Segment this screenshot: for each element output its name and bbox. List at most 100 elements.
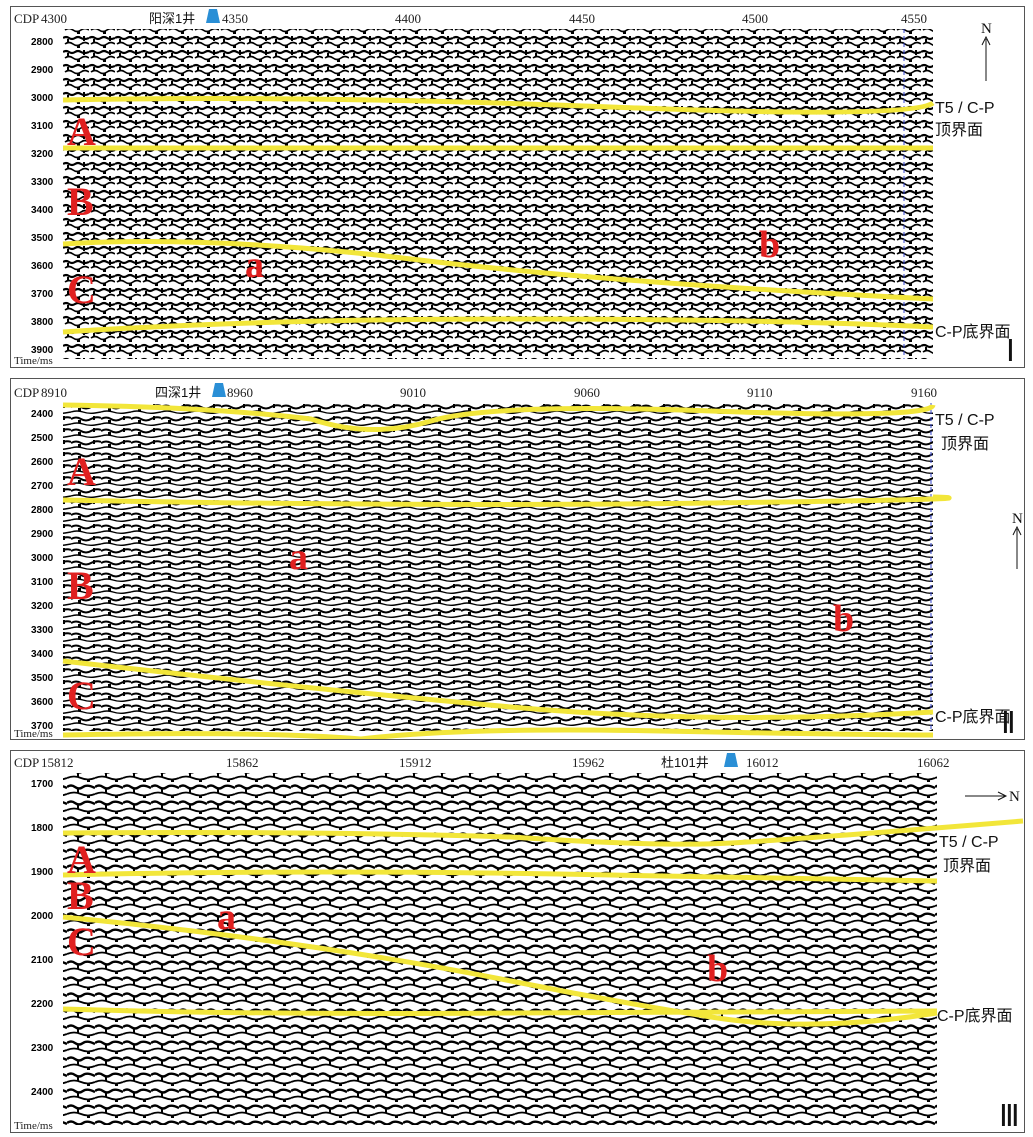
time-tick: 2900 — [31, 65, 54, 76]
cdp-ticks-3: 15812 15862 15912 15962 16012 16062 — [41, 755, 950, 770]
time-tick: 3300 — [31, 625, 54, 636]
cdp-ticks-2: 8910 8960 9010 9060 9110 9160 — [41, 385, 937, 400]
top-horizon-label-1: T5 / C-P — [935, 100, 995, 117]
north-arrow-icon — [965, 791, 1008, 801]
cdp-tick: 4350 — [222, 11, 248, 26]
horizon-ab-3 — [62, 869, 938, 884]
time-tick: 3200 — [31, 601, 54, 612]
marker-a: a — [217, 896, 236, 938]
panel-3-svg: CDP 15812 15862 15912 15962 16012 16062 … — [14, 753, 1024, 1132]
time-tick: 3600 — [31, 697, 54, 708]
time-tick: 3800 — [31, 317, 54, 328]
cdp-tick: 4500 — [742, 11, 768, 26]
unit-label-b: B — [67, 873, 94, 918]
seismic-section-3 — [63, 773, 937, 1125]
top-horizon-3 — [62, 818, 1024, 847]
time-tick: 2900 — [31, 529, 54, 540]
time-tick: 3100 — [31, 577, 54, 588]
well-label-1: 阳深1井 — [149, 11, 195, 26]
panel-number-3: Ⅲ — [999, 1100, 1020, 1132]
time-axis-label-3: Time/ms — [14, 1120, 53, 1132]
time-tick: 3200 — [31, 149, 54, 160]
unit-label-c: C — [67, 267, 96, 312]
time-tick: 2100 — [31, 955, 54, 966]
time-tick: 3500 — [31, 233, 54, 244]
bottom-horizon-label-2: C-P底界面 — [935, 708, 1011, 726]
unit-label-a: A — [67, 449, 96, 494]
unit-label-a: A — [67, 109, 96, 154]
cdp-tick: 4450 — [569, 11, 595, 26]
cdp-tick: 15862 — [226, 755, 259, 770]
cdp-label-2: CDP — [14, 385, 39, 400]
time-ticks-1: 2800 2900 3000 3100 3200 3300 3400 3500 … — [31, 37, 54, 356]
panel-number-1: Ⅰ — [1006, 335, 1015, 367]
cdp-tick: 9060 — [574, 385, 600, 400]
cdp-label-3: CDP — [14, 755, 39, 770]
time-tick: 1900 — [31, 867, 54, 878]
cdp-tick: 16012 — [746, 755, 779, 770]
cdp-tick: 9160 — [911, 385, 937, 400]
seismic-section-2 — [63, 403, 933, 731]
time-tick: 3000 — [31, 553, 54, 564]
time-tick: 2300 — [31, 1043, 54, 1054]
bottom-horizon-2 — [62, 727, 934, 739]
north-label-1: N — [981, 21, 992, 37]
bottom-horizon-label-1: C-P底界面 — [935, 323, 1011, 341]
cdp-label-1: CDP — [14, 11, 39, 26]
top-horizon-label-3: T5 / C-P — [939, 834, 999, 851]
time-tick: 2800 — [31, 37, 54, 48]
marker-b: b — [759, 224, 780, 266]
north-label-3: N — [1009, 789, 1020, 805]
panel-1-svg: CDP 4300 4350 4400 4450 4500 4550 阳深1井 2… — [14, 9, 1015, 367]
well-marker-2 — [212, 383, 226, 397]
top-horizon-1 — [62, 96, 935, 115]
time-tick: 1700 — [31, 779, 54, 790]
time-axis-label-2: Time/ms — [14, 728, 53, 739]
horizon-bc-3 — [62, 914, 938, 1027]
time-tick: 2500 — [31, 433, 54, 444]
marker-a: a — [245, 244, 264, 286]
well-label-2: 四深1井 — [155, 385, 201, 400]
time-tick: 2800 — [31, 505, 54, 516]
cdp-tick: 9010 — [400, 385, 426, 400]
time-ticks-2: 2400 2500 2600 2700 2800 2900 3000 3100 … — [31, 409, 54, 732]
time-tick: 3100 — [31, 121, 54, 132]
time-tick: 3500 — [31, 673, 54, 684]
marker-a: a — [289, 536, 308, 578]
time-tick: 2400 — [31, 409, 54, 420]
north-label-2: N — [1012, 511, 1023, 527]
time-tick: 3700 — [31, 289, 54, 300]
seismic-panel-1: CDP 4300 4350 4400 4450 4500 4550 阳深1井 2… — [10, 6, 1025, 368]
unit-label-b: B — [67, 563, 94, 608]
marker-b: b — [833, 598, 854, 640]
well-label-3: 杜101井 — [661, 755, 709, 770]
time-tick: 3700 — [31, 721, 54, 732]
north-arrow-icon — [981, 35, 991, 81]
horizon-bc-1 — [62, 239, 934, 302]
time-tick: 2200 — [31, 999, 54, 1010]
seismic-panel-2: CDP 8910 8960 9010 9060 9110 9160 四深1井 2… — [10, 378, 1025, 740]
cdp-tick: 15912 — [399, 755, 432, 770]
panel-2-svg: CDP 8910 8960 9010 9060 9110 9160 四深1井 2… — [14, 383, 1023, 739]
horizon-ab-2 — [62, 494, 952, 507]
unit-label-c: C — [67, 919, 96, 964]
seismic-section-1 — [63, 29, 933, 359]
time-tick: 3400 — [31, 205, 54, 216]
unit-label-a: A — [67, 837, 96, 882]
panel-number-2: Ⅱ — [1001, 707, 1016, 739]
time-tick: 3400 — [31, 649, 54, 660]
horizon-bc-2 — [62, 658, 934, 720]
bottom-horizon-label-3: C-P底界面 — [937, 1007, 1013, 1025]
cdp-tick: 9110 — [747, 385, 773, 400]
time-tick: 2600 — [31, 457, 54, 468]
time-tick: 1800 — [31, 823, 54, 834]
top-horizon-2 — [62, 402, 936, 432]
bottom-horizon-1 — [62, 316, 934, 335]
time-tick: 3000 — [31, 93, 54, 104]
top-horizon-label-2: T5 / C-P — [935, 412, 995, 429]
cdp-tick: 16062 — [917, 755, 950, 770]
cdp-tick: 15812 — [41, 755, 74, 770]
time-tick: 2000 — [31, 911, 54, 922]
top-horizon-sublabel-2: 顶界面 — [941, 435, 989, 453]
unit-label-b: B — [67, 179, 94, 224]
